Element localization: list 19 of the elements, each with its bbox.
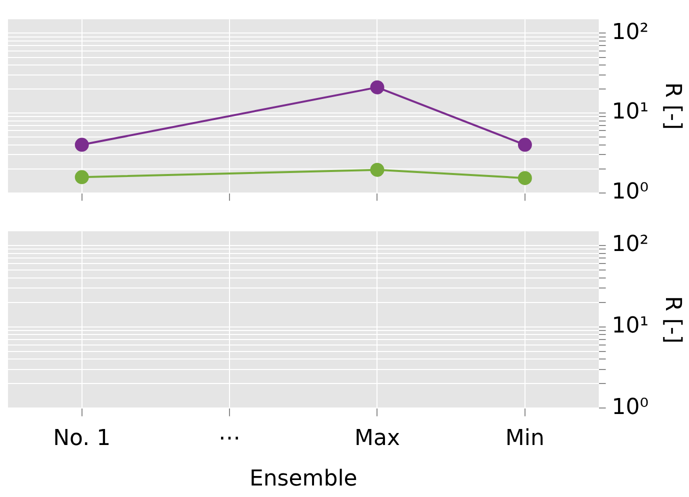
y-tick-label: 10⁰: [612, 394, 649, 420]
y-tick-label: 10⁰: [612, 180, 649, 205]
x-tick-label: Max: [354, 426, 400, 452]
y-tick-label: 10¹: [612, 314, 649, 339]
point: [518, 138, 532, 152]
y-tick-label: 10²: [612, 20, 649, 45]
y-axis-title: R [-]: [660, 296, 686, 344]
point: [518, 171, 532, 186]
point: [370, 80, 384, 94]
y-tick-label: 10²: [612, 232, 649, 258]
x-axis-title: Ensemble: [249, 466, 358, 492]
x-tick-label: No. 1: [53, 426, 111, 452]
y-tick-label: 10¹: [612, 100, 649, 125]
point: [74, 170, 89, 184]
point: [370, 162, 384, 177]
x-tick-label: ⋯: [218, 426, 241, 452]
point: [74, 138, 89, 152]
y-axis-title: R [-]: [660, 82, 686, 130]
x-tick-label: Min: [505, 426, 544, 452]
